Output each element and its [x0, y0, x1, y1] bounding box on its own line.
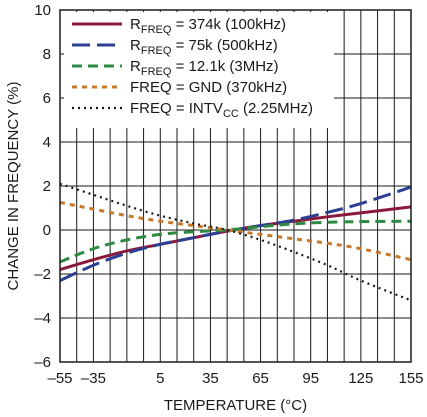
legend-label-subscript: FREQ: [141, 45, 172, 57]
legend-label-prefix: FREQ = INTV: [130, 100, 223, 117]
legend-label-1: RFREQ = 374k (100kHz): [130, 16, 286, 36]
plot-frame: [59, 9, 412, 363]
series-line-3: [59, 219, 412, 264]
legend: RFREQ = 374k (100kHz)RFREQ = 75k (500kHz…: [72, 16, 313, 120]
legend-label-prefix: R: [130, 37, 141, 54]
legend-label-suffix: (2.25MHz): [239, 100, 313, 117]
x-tick-label: 65: [252, 370, 269, 387]
x-tick-label: 155: [398, 370, 423, 387]
y-tick-label: –4: [34, 310, 51, 327]
legend-label-subscript: CC: [223, 108, 239, 120]
legend-label-suffix: = 12.1k (3MHz): [171, 58, 278, 75]
x-tick-label: 125: [348, 370, 373, 387]
legend-label-suffix: = 75k (500kHz): [171, 37, 277, 54]
x-tick-label: 5: [156, 370, 164, 387]
x-axis-label: TEMPERATURE (°C): [164, 397, 307, 414]
legend-label-prefix: R: [130, 16, 141, 33]
legend-label-subscript: FREQ: [141, 66, 172, 78]
x-tick-label: –55: [47, 370, 72, 387]
y-axis-label: CHANGE IN FREQUENCY (%): [5, 82, 22, 291]
series-layer: [59, 182, 412, 302]
legend-label-prefix: R: [130, 58, 141, 75]
x-tick-labels: –55 –35 5 35 65 95 125 155: [47, 370, 423, 387]
x-tick-label: 35: [202, 370, 219, 387]
y-tick-label: 0: [43, 222, 51, 239]
y-tick-label: 8: [43, 46, 51, 63]
y-tick-labels: –6 –4 –2 0 2 4 6 8 10: [34, 2, 51, 371]
legend-label-4: FREQ = GND (370kHz): [130, 79, 287, 96]
x-tick-label: –35: [81, 370, 106, 387]
legend-label-5: FREQ = INTVCC (2.25MHz): [130, 100, 313, 120]
y-tick-label: 4: [43, 134, 51, 151]
y-tick-label: –6: [34, 354, 51, 371]
legend-label-subscript: FREQ: [141, 24, 172, 36]
series-line-2: [59, 185, 412, 282]
series-line-5: [59, 182, 412, 302]
x-tick-label: 95: [302, 370, 319, 387]
y-tick-label: 2: [43, 178, 51, 195]
legend-label-suffix: = 374k (100kHz): [171, 16, 286, 33]
y-tick-label: 10: [34, 2, 51, 19]
legend-label-3: RFREQ = 12.1k (3MHz): [130, 58, 279, 78]
series-line-1: [59, 205, 412, 272]
y-tick-label: 6: [43, 90, 51, 107]
y-tick-label: –2: [34, 266, 51, 283]
legend-label-prefix: FREQ = GND (370kHz): [130, 79, 287, 96]
legend-label-2: RFREQ = 75k (500kHz): [130, 37, 278, 57]
